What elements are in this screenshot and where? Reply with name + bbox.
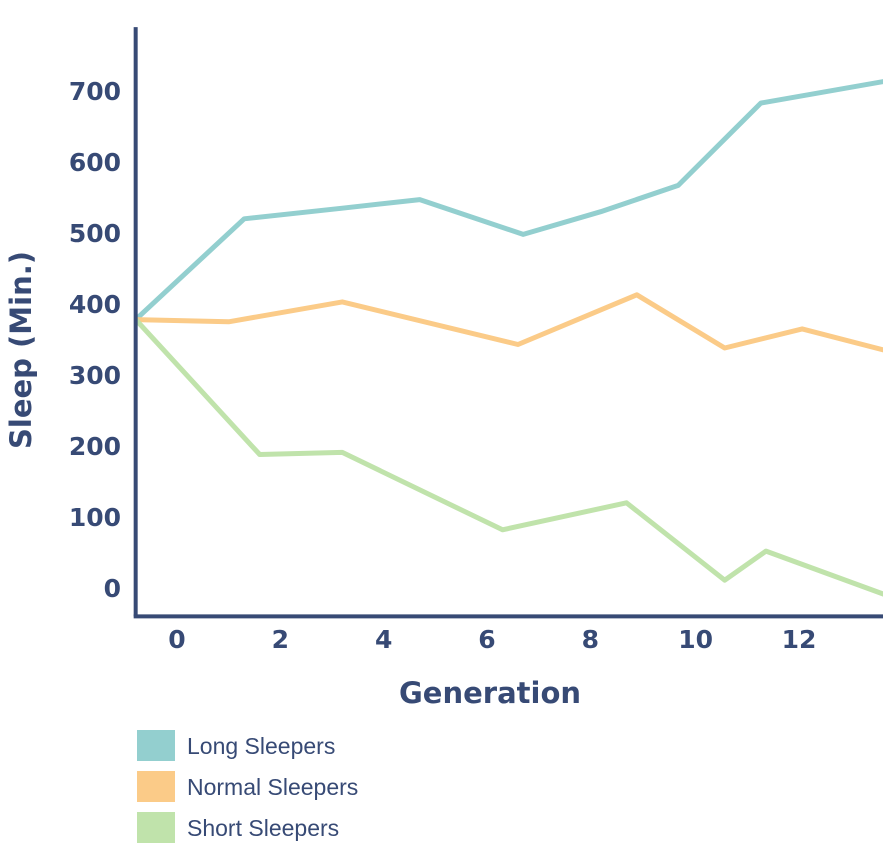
x-tick-label: 12 [782,625,817,654]
x-tick-label: 4 [375,625,392,654]
y-tick-label: 400 [69,290,121,319]
series-line-long-sleepers [133,79,883,322]
y-tick-label: 700 [69,77,121,106]
y-axis-title: Sleep (Min.) [4,251,38,449]
x-axis-title: Generation [399,676,581,710]
x-tick-label: 0 [168,625,185,654]
legend-label: Normal Sleepers [187,774,358,800]
x-tick-label: 2 [272,625,289,654]
x-tick-labels: 0 2 4 6 8 10 12 [168,625,816,654]
legend-label: Long Sleepers [187,733,335,759]
y-tick-label: 200 [69,432,121,461]
series-line-short-sleepers [133,317,883,597]
legend-swatch [137,771,175,802]
legend-swatch [137,812,175,843]
plot-lines [133,79,883,597]
y-tick-label: 600 [69,148,121,177]
y-tick-labels: 0 100 200 300 400 500 600 700 [69,77,121,603]
y-tick-label: 100 [69,503,121,532]
y-tick-label: 0 [104,574,121,603]
legend-swatch [137,730,175,761]
x-tick-label: 8 [582,625,599,654]
y-tick-label: 300 [69,361,121,390]
x-tick-label: 6 [478,625,495,654]
legend: Long Sleepers Normal Sleepers Short Sleepe… [137,730,358,843]
legend-label: Short Sleepers [187,815,339,841]
series-line-normal-sleepers [135,292,883,353]
y-tick-label: 500 [69,219,121,248]
x-tick-label: 10 [678,625,713,654]
